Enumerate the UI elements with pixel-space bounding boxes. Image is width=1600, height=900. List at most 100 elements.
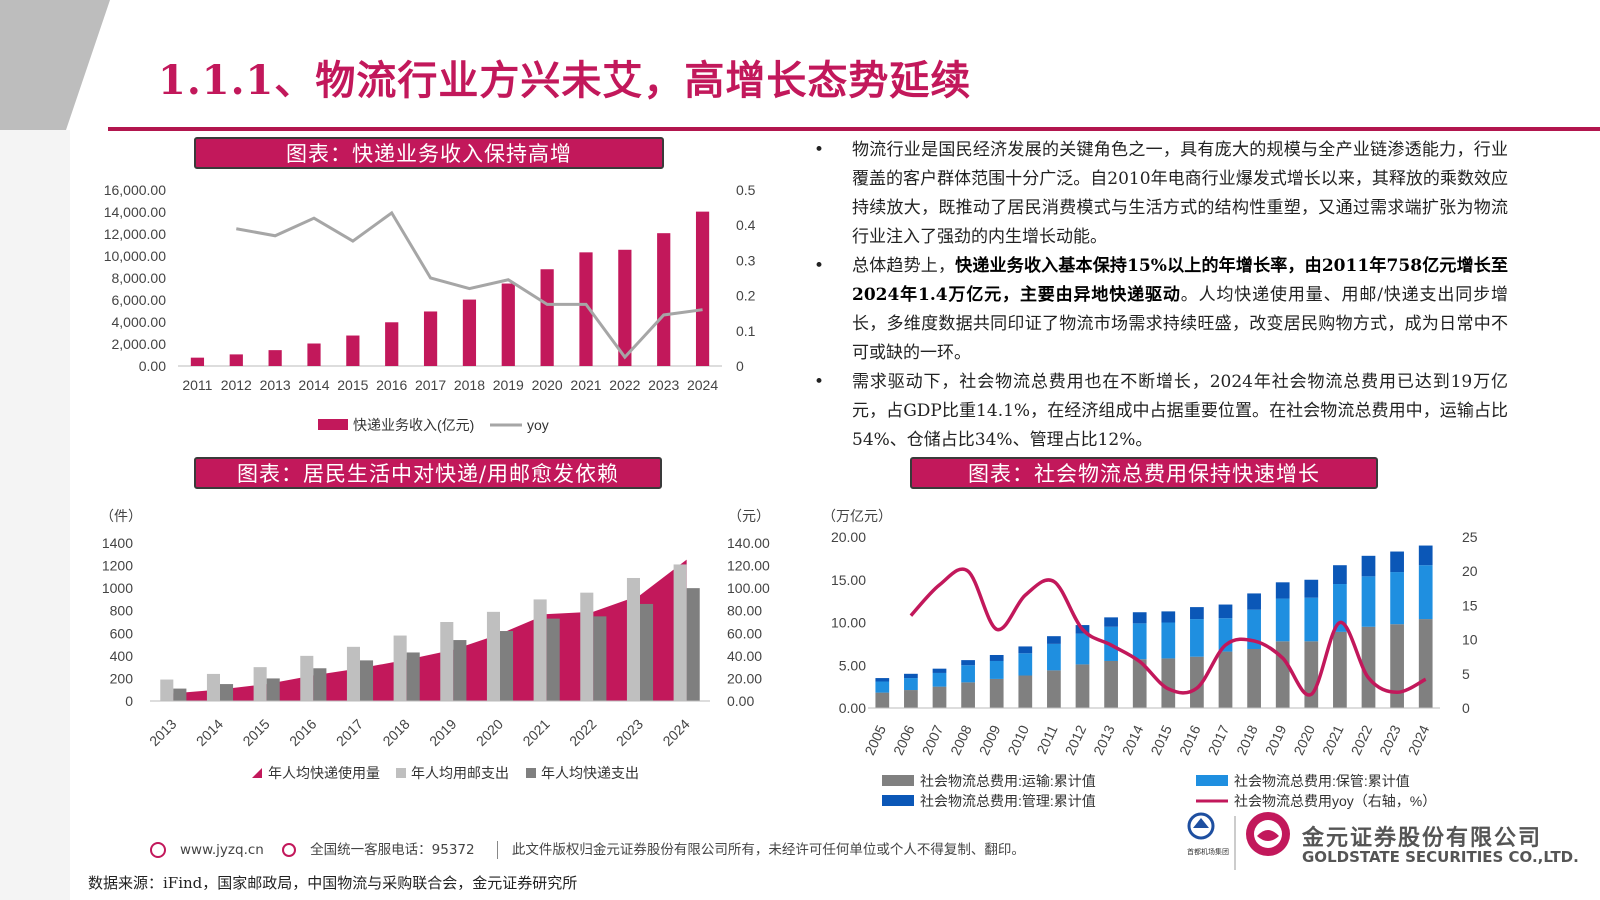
y2-tick-label: 40.00 [727,648,762,664]
title-divider [108,127,1600,131]
bar [190,357,205,366]
y2-axis-unit: （元） [728,508,770,524]
bar-express-spend [313,668,327,701]
area-express-usage [173,559,687,701]
y2-tick-label: 0.1 [736,323,756,339]
bar-express-spend [453,640,467,701]
x-tick-label: 2011 [182,377,212,393]
legend-label-usage: 年人均快递使用量 [268,765,380,781]
bar-postal-spend [580,592,594,701]
bar-transport [1047,670,1061,708]
x-tick-label: 2023 [648,377,679,393]
bar-express-spend [220,684,234,701]
bar-management [932,668,947,673]
footer-hotline: 全国统一客服电话：95372 [310,842,475,858]
y2-tick-label: 0.3 [736,252,756,268]
x-tick-label: 2023 [613,716,646,749]
corner-decoration [0,0,110,130]
y-tick-label: 1400 [102,535,133,551]
y2-tick-label: 0 [1462,700,1470,716]
bar-transport [932,686,947,708]
bar-management [989,654,1004,661]
bar [346,335,360,366]
x-tick-label: 2021 [1319,722,1347,757]
x-tick-label: 2016 [1176,722,1204,757]
bar-express-spend [173,688,187,701]
x-tick-label: 2009 [976,722,1004,757]
bar-management [1390,551,1404,573]
x-tick-label: 2008 [947,722,975,757]
bar-transport [1190,656,1204,708]
bar [423,311,438,366]
bar [307,343,321,366]
y-tick-label: 600 [110,625,134,641]
company-logo: 首都机场集团 [1187,812,1290,870]
bullet-text: 需求驱动下，社会物流总费用也在不断增长，2024年社会物流总费用已达到19万亿元… [852,372,1508,450]
y-tick-label: 0.00 [839,700,866,716]
y-axis-unit: （件） [100,508,142,524]
y-tick-label: 0 [125,693,133,709]
footer-website[interactable]: www.jyzq.cn [180,842,264,858]
footer-separator [496,841,498,859]
y-tick-label: 8,000.00 [112,270,167,286]
y-tick-label: 14,000.00 [104,204,166,220]
bar-storage [1132,623,1147,660]
y2-tick-label: 60.00 [727,625,762,641]
x-tick-label: 2020 [532,377,563,393]
bar-transport [1361,626,1376,708]
bar-storage [1104,626,1118,661]
bar-transport [961,682,975,708]
yoy-line [236,210,703,360]
bar-management [1418,545,1433,566]
bar-transport [1075,664,1090,708]
bar-postal-spend [626,577,640,701]
bar-transport [875,692,890,708]
y-tick-label: 16,000.00 [104,182,166,198]
x-tick-label: 2017 [1205,722,1233,757]
legend-label-management: 社会物流总费用:管理:累计值 [920,793,1096,809]
x-tick-label: 2005 [861,722,889,757]
bar-storage [1018,653,1033,676]
bar-management [961,660,975,666]
x-tick-label: 2007 [919,722,947,757]
y2-tick-label: 15 [1462,597,1478,613]
bar-management [904,673,918,679]
legend-label-yoy: 社会物流总费用yoy（右轴，%） [1234,793,1436,809]
y2-tick-label: 5 [1462,666,1470,682]
bar-postal-spend [440,622,454,701]
x-tick-label: 2022 [566,716,599,749]
bullet-list: • 物流行业是国民经济发展的关键角色之一，具有庞大的规模与全产业链渗透能力，行业覆… [808,136,1508,455]
y2-tick-label: 0.2 [736,288,756,304]
bar-express-spend [686,588,700,701]
x-tick-label: 2015 [1147,722,1175,757]
bar-storage [932,672,947,687]
bullet-text: 。人均快递使用量、用邮/快递支出同步增长，多维度数据共同印证了物流市场需求持续旺… [852,285,1508,363]
phone-icon [282,843,297,857]
legend-label-postal: 年人均用邮支出 [411,765,509,781]
legend-swatch-storage [1196,775,1228,786]
y-tick-label: 10,000.00 [104,248,166,264]
bar-management [1333,565,1347,585]
y2-tick-label: 0 [736,358,744,374]
y2-tick-label: 20.00 [727,670,762,686]
bar-transport [1304,641,1319,708]
x-tick-label: 2018 [454,377,485,393]
y-tick-label: 800 [110,603,134,619]
bar [268,350,282,366]
bar-transport [989,678,1004,708]
yoy-line [909,567,1427,697]
x-tick-label: 2012 [1062,722,1090,757]
bar-management [1104,617,1118,627]
bar [540,269,554,366]
goldstate-logo-icon [1246,812,1290,856]
bar-express-spend [360,660,374,701]
y2-tick-label: 10 [1462,632,1478,648]
x-tick-label: 2023 [1376,722,1404,757]
bar-postal-spend [300,655,314,701]
x-tick-label: 2024 [1405,722,1433,757]
legend-label-transport: 社会物流总费用:运输:累计值 [920,773,1096,789]
x-tick-label: 2015 [337,377,368,393]
footer: www.jyzq.cn 全国统一客服电话：95372 此文件版权归金元证券股份有… [150,838,1039,859]
x-tick-label: 2017 [415,377,446,393]
y-tick-label: 10.00 [831,615,866,631]
